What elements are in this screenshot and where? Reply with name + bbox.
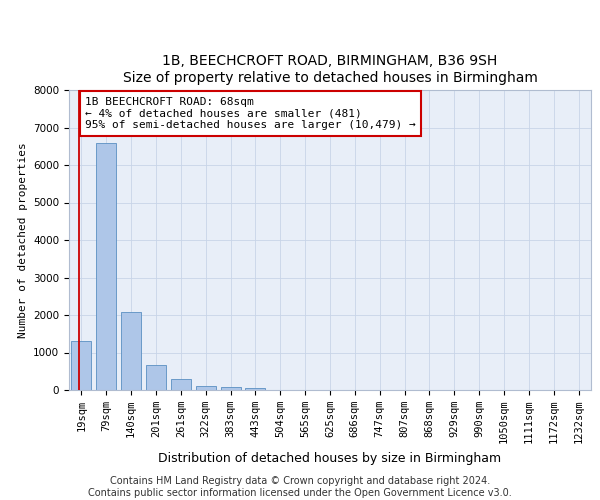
Bar	[71, 341, 91, 390]
Bar	[221, 387, 241, 390]
Bar	[121, 312, 141, 390]
X-axis label: Distribution of detached houses by size in Birmingham: Distribution of detached houses by size …	[158, 452, 502, 465]
Y-axis label: Number of detached properties: Number of detached properties	[17, 142, 28, 338]
Bar	[196, 386, 215, 390]
Bar	[245, 388, 265, 390]
Bar	[146, 364, 166, 390]
Text: 1B BEECHCROFT ROAD: 68sqm
← 4% of detached houses are smaller (481)
95% of semi-: 1B BEECHCROFT ROAD: 68sqm ← 4% of detach…	[85, 97, 416, 130]
Bar	[171, 379, 191, 390]
Title: 1B, BEECHCROFT ROAD, BIRMINGHAM, B36 9SH
Size of property relative to detached h: 1B, BEECHCROFT ROAD, BIRMINGHAM, B36 9SH…	[122, 54, 538, 84]
Text: Contains HM Land Registry data © Crown copyright and database right 2024.
Contai: Contains HM Land Registry data © Crown c…	[88, 476, 512, 498]
Bar	[97, 142, 116, 390]
